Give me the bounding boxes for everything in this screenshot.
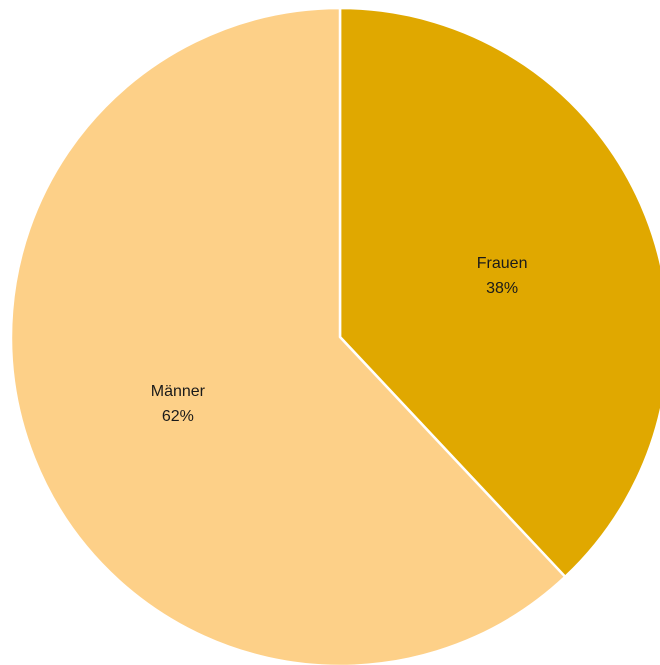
slice-label-percent: 62% [162, 408, 194, 425]
slice-label-category: Männer [151, 383, 206, 400]
slices-layer [9, 6, 660, 665]
pie-slice-frauen [338, 6, 660, 579]
labels-layer: Frauen 38% Männer 62% [151, 255, 528, 425]
pie-slice-m-nner [9, 6, 567, 665]
slice-label-category: Frauen [477, 255, 528, 272]
slice-label-percent: 38% [486, 280, 518, 297]
